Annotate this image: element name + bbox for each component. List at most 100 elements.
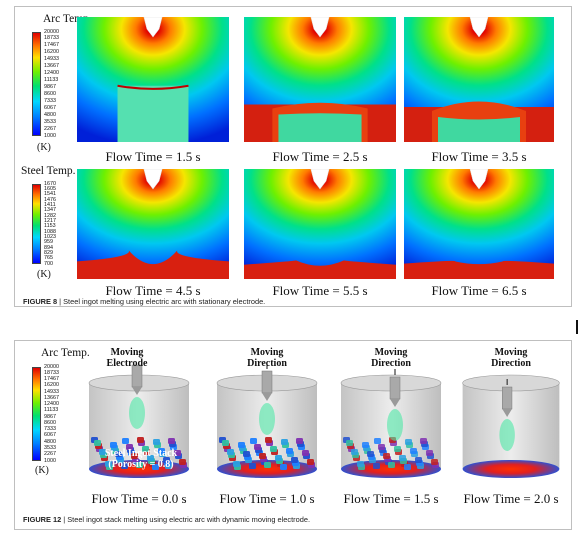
stack-panel-4 bbox=[451, 345, 571, 485]
ingot-block bbox=[105, 461, 112, 467]
caption-text: | Steel ingot stack melting using electr… bbox=[61, 515, 310, 524]
ingot-block bbox=[405, 439, 412, 445]
colorbar-tick-label: 20000 bbox=[44, 363, 59, 370]
steel-ingot-stack-label: Steel Ingot Stack (Porosity = 0.8) bbox=[104, 448, 178, 470]
electrode-tip bbox=[132, 387, 142, 395]
ingot-block bbox=[259, 453, 266, 459]
ingot-block bbox=[249, 463, 256, 469]
arc-temp-colorbar-title: Arc Temp. bbox=[41, 347, 90, 359]
ingot-block bbox=[394, 446, 401, 452]
ingot-block bbox=[153, 439, 160, 445]
colorbar-tick-label: 11133 bbox=[44, 77, 59, 84]
ingot-block bbox=[281, 439, 288, 445]
arc-temp-colorbar bbox=[32, 367, 41, 461]
ingot-block bbox=[179, 459, 186, 465]
colorbar-tick-label: 4800 bbox=[44, 438, 56, 445]
colorbar-tick-label: 2267 bbox=[44, 451, 56, 458]
ingot-block bbox=[291, 457, 298, 463]
ingot-block bbox=[137, 437, 144, 443]
steel-temp-unit: (K) bbox=[37, 269, 51, 280]
arc-temp-unit: (K) bbox=[35, 465, 49, 476]
flow-time-label: Flow Time = 5.5 s bbox=[272, 283, 368, 298]
stack-panel-3 bbox=[329, 345, 453, 485]
colorbar-tick-label: 1541 bbox=[44, 191, 56, 198]
page-edge-marker bbox=[576, 320, 578, 334]
arc-temp-colorbar bbox=[32, 32, 41, 136]
ingot-block bbox=[388, 462, 395, 468]
ingot-block bbox=[142, 446, 149, 452]
colorbar-tick-label: 3533 bbox=[44, 118, 56, 125]
ingot-block bbox=[378, 444, 385, 450]
steel-temp-colorbar bbox=[32, 184, 41, 264]
electrode-tip bbox=[310, 169, 330, 190]
ingot-block bbox=[174, 450, 181, 456]
ingot-block bbox=[302, 450, 309, 456]
ingot-block bbox=[238, 442, 245, 448]
flow-time-label: Flow Time = 1.0 s bbox=[219, 491, 315, 506]
colorbar-tick-label: 1000 bbox=[44, 132, 56, 139]
stack-panel-2 bbox=[205, 345, 329, 485]
moving-direction-label: Moving Direction bbox=[247, 347, 287, 369]
steel-temp-colorbar-title: Steel Temp. bbox=[21, 165, 76, 177]
colorbar-tick-label: 959 bbox=[44, 239, 53, 246]
moving-electrode-label: Moving Electrode bbox=[106, 347, 148, 369]
sim-panel-2 bbox=[244, 17, 396, 142]
colorbar-tick-label: 13667 bbox=[44, 63, 59, 70]
sim-panel-4 bbox=[77, 169, 229, 279]
ingot-block bbox=[362, 442, 369, 448]
ingot-block bbox=[147, 455, 154, 461]
ingot-block bbox=[243, 451, 250, 457]
electrode bbox=[389, 376, 401, 400]
arc-plume bbox=[129, 397, 145, 429]
ingot-block bbox=[374, 438, 381, 444]
ingot-block bbox=[94, 440, 101, 446]
colorbar-tick-label: 1476 bbox=[44, 196, 56, 203]
arc-temp-colorbar-ticks: 20000 18733 17467 16200 14933 13667 12400 11133… bbox=[44, 28, 74, 139]
electrode-tip bbox=[390, 399, 400, 407]
colorbar-tick-label: 700 bbox=[44, 260, 53, 267]
colorbar-tick-label: 20000 bbox=[44, 28, 59, 35]
colorbar-tick-label: 6067 bbox=[44, 104, 56, 111]
colorbar-tick-label: 7333 bbox=[44, 97, 56, 104]
ingot-block bbox=[415, 457, 422, 463]
flow-time-label: Flow Time = 6.5 s bbox=[431, 283, 527, 298]
ingot-block bbox=[250, 438, 257, 444]
ingot-block bbox=[410, 448, 417, 454]
colorbar-tick-label: 2267 bbox=[44, 125, 56, 132]
colorbar-tick-label: 1088 bbox=[44, 228, 56, 235]
electrode-tip bbox=[502, 409, 512, 417]
electrode-tip bbox=[143, 169, 163, 190]
ingot-block bbox=[286, 448, 293, 454]
molten-steel bbox=[77, 250, 229, 279]
colorbar-tick-label: 1153 bbox=[44, 223, 56, 230]
ingot-block bbox=[110, 442, 117, 448]
ingot-block bbox=[270, 446, 277, 452]
ingot-block bbox=[383, 453, 390, 459]
ingot-block bbox=[265, 437, 272, 443]
ingot-block bbox=[357, 461, 364, 467]
ingot-block bbox=[233, 461, 240, 467]
molten-steel bbox=[404, 260, 554, 279]
colorbar-tick-label: 14933 bbox=[44, 388, 59, 395]
flow-time-label: Flow Time = 3.5 s bbox=[431, 149, 527, 164]
ingot-block bbox=[280, 464, 287, 470]
electrode bbox=[261, 370, 273, 394]
sim-panel-1 bbox=[77, 17, 229, 142]
ingot-block bbox=[404, 464, 411, 470]
colorbar-tick-label: 4800 bbox=[44, 111, 56, 118]
sim-panel-3 bbox=[404, 17, 554, 142]
moving-direction-label: Moving Direction bbox=[491, 347, 531, 369]
sim-panel-6 bbox=[404, 169, 554, 279]
figure-8: Arc Temp. 20000 18733 17467 16200 14933 13667… bbox=[14, 6, 572, 307]
ingot-block bbox=[115, 451, 122, 457]
ingot-block bbox=[136, 462, 143, 468]
ingot-block bbox=[373, 463, 380, 469]
flow-time-label: Flow Time = 2.5 s bbox=[272, 149, 368, 164]
ingot-block bbox=[254, 444, 261, 450]
colorbar-tick-label: 9867 bbox=[44, 83, 56, 90]
colorbar-tick-label: 9867 bbox=[44, 413, 56, 420]
flow-time-label: Flow Time = 0.0 s bbox=[91, 491, 187, 506]
electrode-tip bbox=[469, 169, 489, 190]
colorbar-tick-label: 1023 bbox=[44, 233, 56, 240]
colorbar-tick-label: 1347 bbox=[44, 207, 56, 214]
